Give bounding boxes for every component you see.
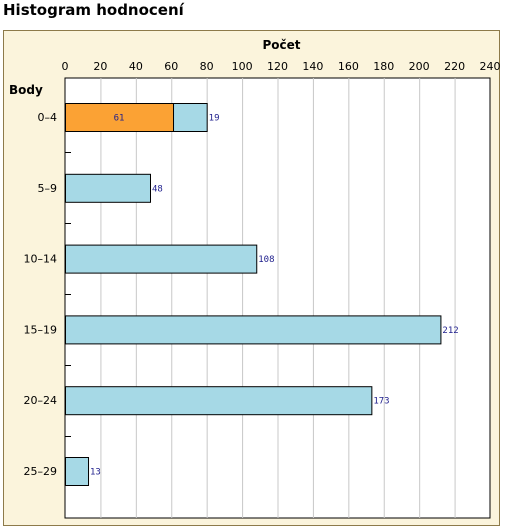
x-tick-label: 60 [164, 60, 178, 73]
y-axis-title: Body [9, 83, 43, 97]
bars: 61 19 48 108 212 173 13 [65, 103, 459, 486]
bar-segment [65, 315, 442, 345]
bar-value-label: 48 [152, 184, 163, 194]
x-tick-label: 140 [302, 60, 323, 73]
bar-value-label: 19 [209, 114, 220, 124]
bar-value-label: 212 [442, 326, 458, 336]
x-tick-label: 160 [338, 60, 359, 73]
y-tick-labels: 0–4 5–9 10–14 15–19 20–24 25–29 [24, 111, 71, 478]
x-axis-title: Počet [262, 38, 300, 52]
bar-value-label: 108 [258, 255, 274, 265]
y-tick-label: 10–14 [24, 253, 58, 266]
grid-lines [100, 78, 456, 518]
x-tick-label: 240 [480, 60, 501, 73]
y-tick-label: 15–19 [24, 323, 58, 336]
x-tick-label: 80 [200, 60, 214, 73]
x-tick-label: 40 [129, 60, 143, 73]
x-tick-label: 0 [62, 60, 69, 73]
y-tick-label: 20–24 [24, 394, 58, 407]
x-tick-label: 200 [409, 60, 430, 73]
x-tick-label: 220 [444, 60, 465, 73]
y-tick-label: 5–9 [38, 182, 58, 195]
page-title: Histogram hodnocení [3, 1, 184, 19]
bar-value-label: 61 [114, 114, 125, 124]
x-tick-label: 100 [232, 60, 253, 73]
x-tick-label: 180 [373, 60, 394, 73]
bar-segment [65, 244, 258, 274]
y-tick-label: 25–29 [24, 465, 58, 478]
x-tick-label: 120 [267, 60, 288, 73]
bar-segment [65, 457, 90, 486]
bar-segment [173, 103, 208, 132]
x-tick-label: 20 [93, 60, 107, 73]
bar-segment [65, 173, 151, 203]
x-tick-labels: 0 20 40 60 80 100 120 140 160 180 200 220 240 [62, 60, 501, 73]
y-tick-label: 0–4 [38, 111, 58, 124]
bar-value-label: 173 [373, 397, 389, 407]
bar-value-label: 13 [90, 468, 101, 478]
bar-segment [65, 386, 373, 416]
